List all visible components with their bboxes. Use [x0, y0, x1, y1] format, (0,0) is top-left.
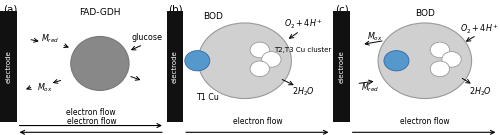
Text: BOD: BOD	[415, 9, 435, 18]
Text: electrode: electrode	[172, 50, 178, 82]
Text: FAD-GDH: FAD-GDH	[79, 8, 120, 17]
Circle shape	[185, 51, 210, 71]
Bar	[333, 11, 349, 122]
Text: BOD: BOD	[203, 12, 223, 21]
Text: $O_2+4H^+$: $O_2+4H^+$	[284, 18, 323, 31]
Circle shape	[442, 52, 462, 67]
Text: T1 Cu: T1 Cu	[196, 93, 220, 102]
Circle shape	[198, 23, 292, 99]
Text: electron flow: electron flow	[234, 117, 283, 126]
Text: $M_{ox}$: $M_{ox}$	[37, 82, 53, 94]
Text: (b): (b)	[168, 4, 183, 14]
Text: (a): (a)	[4, 4, 18, 14]
Text: $2H_2O$: $2H_2O$	[292, 86, 314, 98]
Text: T2,T3 Cu cluster: T2,T3 Cu cluster	[274, 47, 332, 53]
Text: electron flow: electron flow	[67, 117, 116, 126]
Ellipse shape	[71, 36, 129, 90]
Text: electrode: electrode	[338, 50, 344, 82]
Text: electrode: electrode	[6, 50, 12, 82]
Bar	[0, 11, 16, 122]
Circle shape	[262, 52, 281, 67]
Circle shape	[250, 42, 270, 58]
Circle shape	[430, 42, 450, 58]
Text: (c): (c)	[334, 4, 348, 14]
Circle shape	[384, 51, 409, 71]
Text: $2H_2O$: $2H_2O$	[468, 86, 491, 98]
Bar	[166, 11, 183, 122]
Circle shape	[430, 61, 450, 77]
Text: electron flow: electron flow	[66, 108, 116, 117]
Circle shape	[250, 61, 270, 77]
Circle shape	[378, 23, 472, 99]
Text: electron flow: electron flow	[400, 117, 450, 126]
Text: $M_{red}$: $M_{red}$	[360, 82, 379, 94]
Text: $M_{red}$: $M_{red}$	[41, 33, 59, 45]
Text: $M_{ox}$: $M_{ox}$	[367, 30, 382, 43]
Text: glucose: glucose	[131, 33, 162, 42]
Text: $O_2+4H^+$: $O_2+4H^+$	[460, 23, 500, 36]
